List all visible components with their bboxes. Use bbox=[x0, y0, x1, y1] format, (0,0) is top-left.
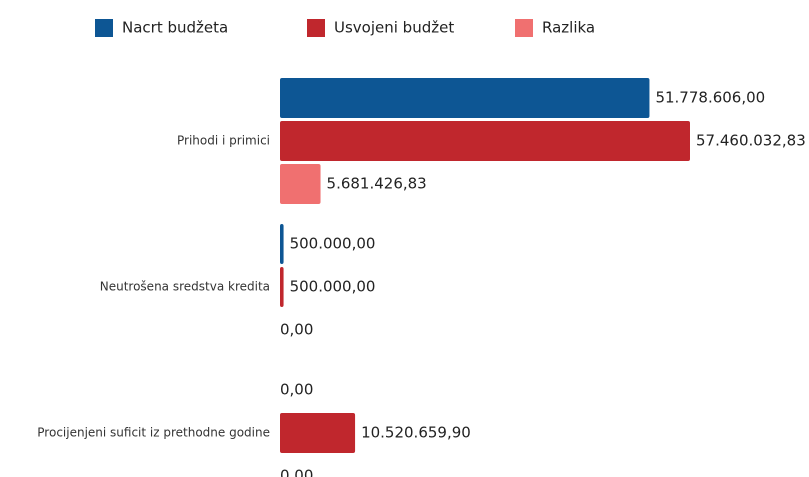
value-label: 10.520.659,90 bbox=[361, 424, 471, 442]
bar bbox=[280, 121, 690, 161]
legend-label: Razlika bbox=[542, 19, 595, 37]
category-label: Neutrošena sredstva kredita bbox=[100, 280, 270, 294]
value-label: 5.681.426,83 bbox=[327, 175, 427, 193]
bar bbox=[280, 413, 356, 453]
category-label: Procijenjeni suficit iz prethodne godine bbox=[37, 426, 270, 440]
legend-label: Nacrt budžeta bbox=[122, 19, 228, 37]
category-label: Prihodi i primici bbox=[177, 134, 270, 148]
value-label: 500.000,00 bbox=[290, 235, 376, 253]
legend-swatch bbox=[307, 19, 325, 37]
bar bbox=[280, 164, 321, 204]
value-label: 0,00 bbox=[280, 467, 313, 477]
bar bbox=[280, 267, 284, 307]
value-label: 500.000,00 bbox=[290, 278, 376, 296]
legend-swatch bbox=[515, 19, 533, 37]
value-label: 0,00 bbox=[280, 321, 313, 339]
bar bbox=[280, 78, 650, 118]
value-label: 57.460.032,83 bbox=[696, 132, 806, 150]
legend-label: Usvojeni budžet bbox=[334, 19, 454, 37]
value-label: 51.778.606,00 bbox=[655, 89, 765, 107]
legend-swatch bbox=[95, 19, 113, 37]
value-label: 0,00 bbox=[280, 381, 313, 399]
bar bbox=[280, 224, 284, 264]
